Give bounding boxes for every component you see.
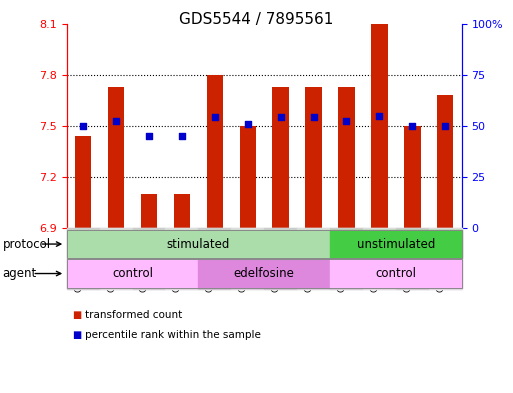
Point bbox=[145, 133, 153, 139]
Point bbox=[408, 123, 417, 129]
Text: control: control bbox=[376, 267, 417, 280]
Bar bbox=[108, 86, 124, 228]
Point bbox=[79, 123, 87, 129]
Point bbox=[244, 121, 252, 127]
Point bbox=[211, 114, 219, 120]
Point bbox=[112, 118, 120, 124]
Text: ■: ■ bbox=[72, 310, 81, 320]
Text: control: control bbox=[112, 267, 153, 280]
Point bbox=[178, 133, 186, 139]
Bar bbox=[338, 86, 354, 228]
Text: GDS5544 / 7895561: GDS5544 / 7895561 bbox=[180, 12, 333, 27]
Bar bbox=[404, 126, 421, 228]
Text: stimulated: stimulated bbox=[167, 237, 230, 251]
Text: ■: ■ bbox=[72, 330, 81, 340]
Point bbox=[277, 114, 285, 120]
Point bbox=[309, 114, 318, 120]
Bar bbox=[437, 95, 453, 228]
Bar bbox=[207, 75, 223, 228]
Point bbox=[342, 118, 350, 124]
Bar bbox=[174, 194, 190, 228]
Text: edelfosine: edelfosine bbox=[234, 267, 294, 280]
Point bbox=[441, 123, 449, 129]
Text: transformed count: transformed count bbox=[85, 310, 182, 320]
Bar bbox=[75, 136, 91, 228]
Bar bbox=[141, 194, 157, 228]
Bar bbox=[240, 126, 256, 228]
Text: unstimulated: unstimulated bbox=[357, 237, 435, 251]
Bar bbox=[371, 24, 388, 228]
Bar bbox=[272, 86, 289, 228]
Text: percentile rank within the sample: percentile rank within the sample bbox=[85, 330, 261, 340]
Point bbox=[376, 112, 384, 119]
Text: protocol: protocol bbox=[3, 237, 51, 251]
Bar bbox=[305, 86, 322, 228]
Text: agent: agent bbox=[3, 267, 37, 280]
